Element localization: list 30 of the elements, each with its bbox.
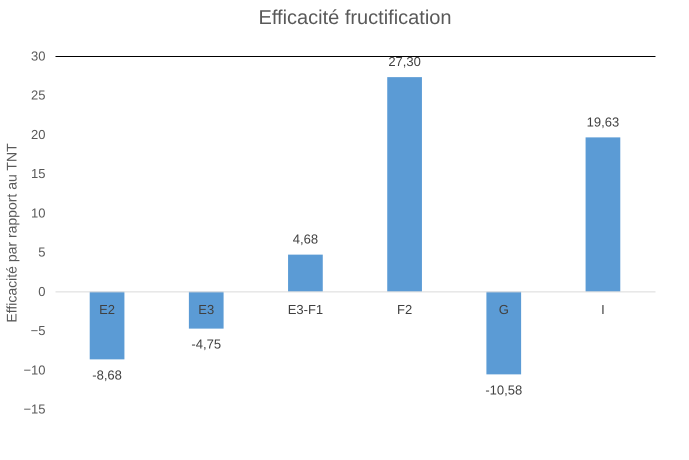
y-tick-label: −10: [23, 362, 46, 378]
y-axis-title: Efficacité par rapport au TNT: [3, 142, 20, 323]
y-tick-label: 30: [31, 48, 46, 64]
data-label: -10,58: [485, 382, 522, 398]
y-tick-label: 20: [31, 126, 46, 142]
bar: [188, 291, 224, 329]
data-label: 19,63: [586, 114, 620, 130]
data-label: -8,68: [92, 367, 122, 382]
y-tick-label: 15: [31, 166, 46, 182]
y-tick-label: 0: [38, 284, 46, 299]
x-tick-label: E3: [198, 302, 214, 317]
x-tick-label: E3-F1: [288, 302, 324, 317]
data-label: 4,68: [292, 232, 318, 247]
bar: [586, 137, 620, 292]
y-tick-label: 25: [31, 88, 46, 103]
y-tick-label: −15: [23, 402, 46, 416]
chart-title: Efficacité fructification: [258, 7, 452, 29]
x-tick-label: E2: [99, 302, 116, 317]
x-tick-label: I: [601, 302, 605, 317]
y-tick-label: −5: [30, 323, 46, 338]
y-tick-label: 10: [31, 205, 46, 220]
bar: [387, 77, 422, 292]
x-tick-label: F2: [397, 302, 412, 317]
bar: [288, 254, 323, 292]
bar: [486, 291, 522, 374]
data-label: -4,75: [191, 336, 222, 352]
y-tick-label: 5: [38, 244, 46, 260]
x-tick-label: G: [498, 302, 509, 317]
data-label: 27,30: [388, 54, 421, 70]
bar: [90, 291, 124, 360]
